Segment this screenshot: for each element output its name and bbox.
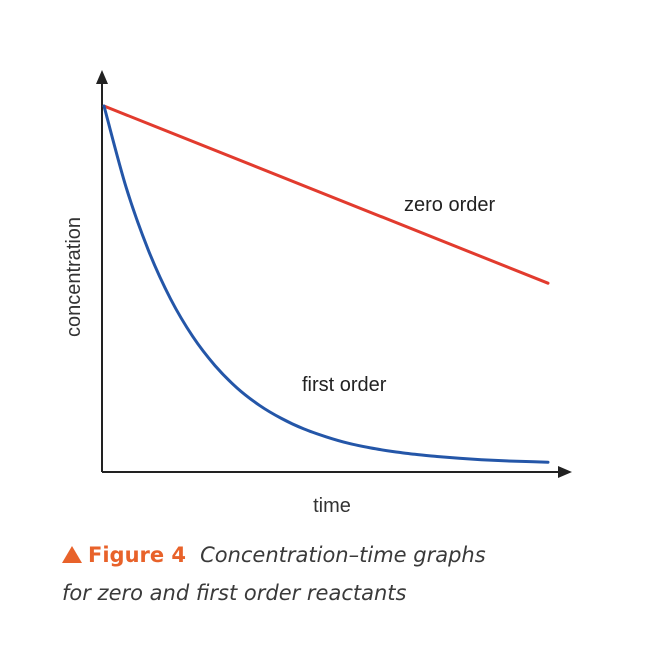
caption-text-line-1: Concentration–time graphs [200,543,486,567]
y-axis-label: concentration [63,217,85,337]
series-line-first-order [102,104,550,464]
y-axis-arrow [96,70,108,84]
caption-text-line-2: for zero and first order reactants [62,581,407,605]
series-line-zero-order [102,104,550,285]
figure-label: Figure 4 [88,543,187,567]
zero-order-label: zero order [404,194,495,216]
x-axis-label: time [313,495,351,517]
first-order-label: first order [302,374,387,396]
series-layer [102,104,550,464]
concentration-time-chart: concentration time zero order first orde… [63,70,572,517]
triangle-icon [62,546,82,563]
x-axis-arrow [558,466,572,478]
axes [96,70,572,478]
figure-caption: Figure 4 Concentration–time graphs for ze… [62,536,622,612]
caption-line-1: Figure 4 Concentration–time graphs [62,536,622,574]
